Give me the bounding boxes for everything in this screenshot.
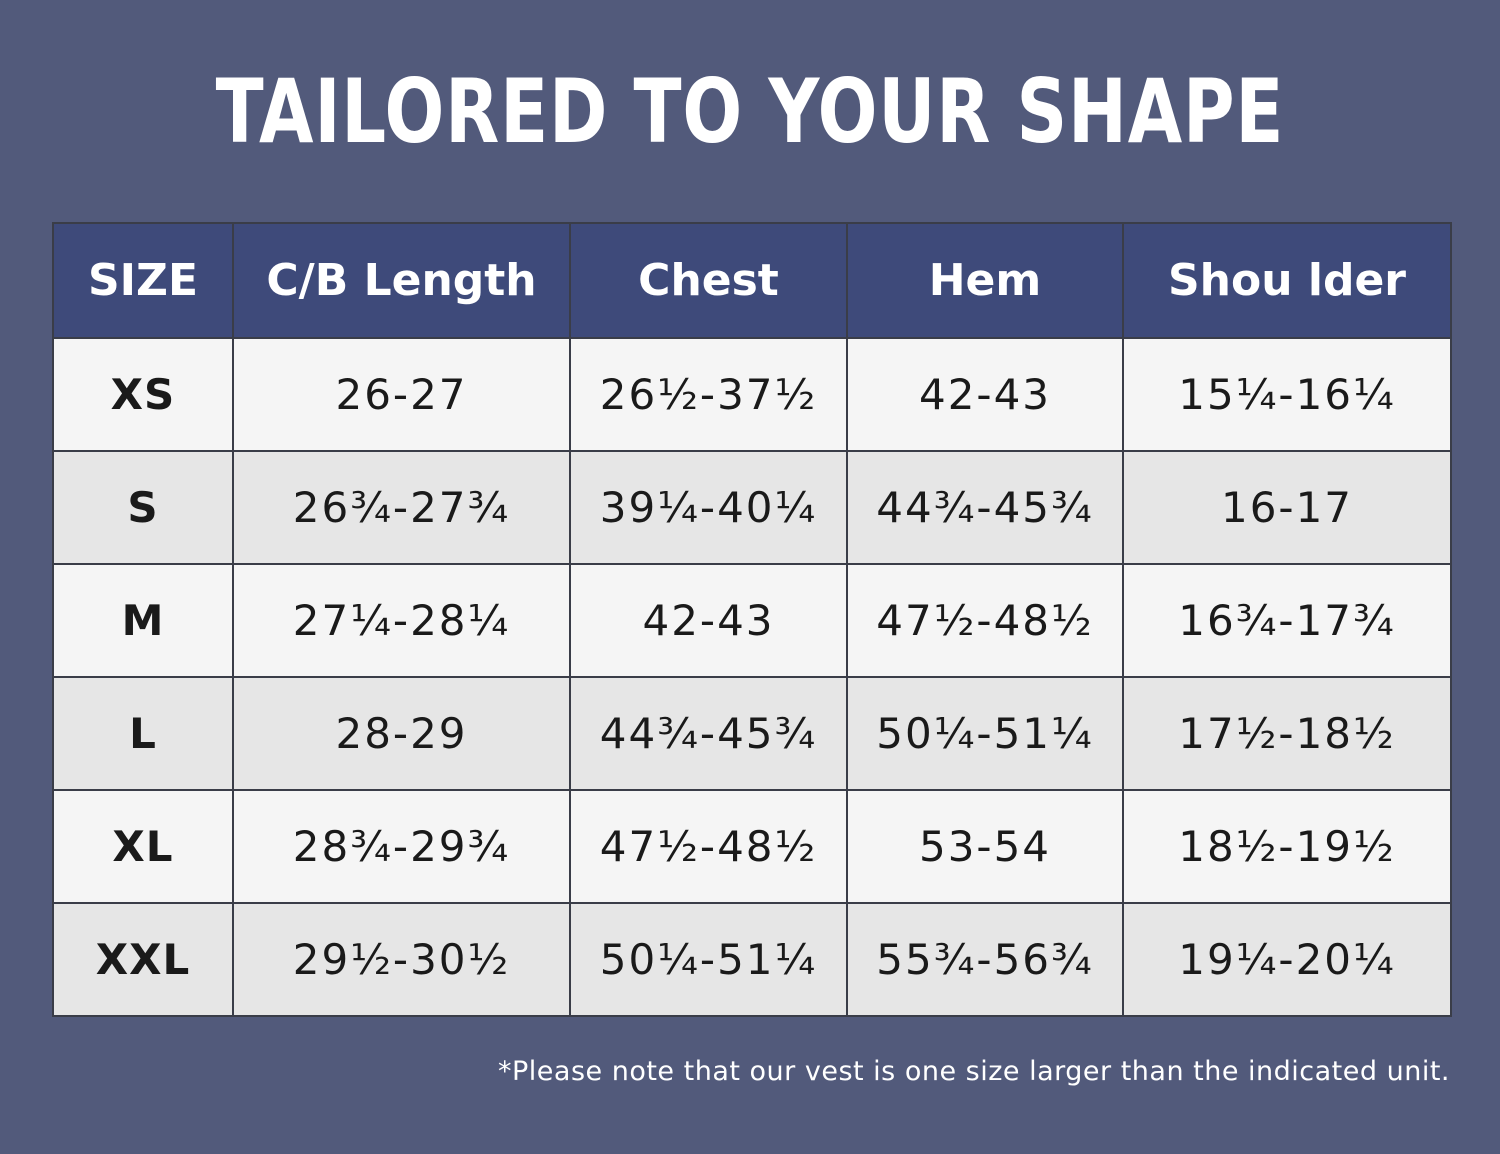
size-cell: L xyxy=(52,676,234,791)
size-cell: M xyxy=(52,563,234,678)
cb-length-cell: 28-29 xyxy=(232,676,571,791)
size-cell: XS xyxy=(52,337,234,452)
chest-cell: 44¾-45¾ xyxy=(569,676,848,791)
column-header-size: SIZE xyxy=(52,222,234,339)
table-row: XS 26-27 26½-37½ 42-43 15¼-16¼ xyxy=(52,337,1452,452)
chest-cell: 47½-48½ xyxy=(569,789,848,904)
size-chart-table-wrapper: SIZE C/B Length Chest Hem Shou lder XS 2… xyxy=(52,222,1452,1032)
table-row: M 27¼-28¼ 42-43 47½-48½ 16¾-17¾ xyxy=(52,563,1452,678)
column-header-chest: Chest xyxy=(569,222,848,339)
table-row: S 26¾-27¾ 39¼-40¼ 44¾-45¾ 16-17 xyxy=(52,450,1452,565)
hem-cell: 47½-48½ xyxy=(846,563,1124,678)
shoulder-cell: 17½-18½ xyxy=(1122,676,1452,791)
cb-length-cell: 26¾-27¾ xyxy=(232,450,571,565)
size-cell: XL xyxy=(52,789,234,904)
table-row: L 28-29 44¾-45¾ 50¼-51¼ 17½-18½ xyxy=(52,676,1452,791)
table-row: XXL 29½-30½ 50¼-51¼ 55¾-56¾ 19¼-20¼ xyxy=(52,902,1452,1017)
size-cell: XXL xyxy=(52,902,234,1017)
shoulder-cell: 16-17 xyxy=(1122,450,1452,565)
page-title: TAILORED TO YOUR SHAPE xyxy=(215,60,1285,163)
column-header-cb-length: C/B Length xyxy=(232,222,571,339)
chest-cell: 42-43 xyxy=(569,563,848,678)
hem-cell: 42-43 xyxy=(846,337,1124,452)
size-cell: S xyxy=(52,450,234,565)
hem-cell: 53-54 xyxy=(846,789,1124,904)
table-header-row: SIZE C/B Length Chest Hem Shou lder xyxy=(52,222,1452,339)
footnote: *Please note that our vest is one size l… xyxy=(498,1056,1450,1087)
chest-cell: 39¼-40¼ xyxy=(569,450,848,565)
hem-cell: 50¼-51¼ xyxy=(846,676,1124,791)
shoulder-cell: 16¾-17¾ xyxy=(1122,563,1452,678)
hem-cell: 44¾-45¾ xyxy=(846,450,1124,565)
cb-length-cell: 29½-30½ xyxy=(232,902,571,1017)
shoulder-cell: 19¼-20¼ xyxy=(1122,902,1452,1017)
column-header-shoulder: Shou lder xyxy=(1122,222,1452,339)
table-row: XL 28¾-29¾ 47½-48½ 53-54 18½-19½ xyxy=(52,789,1452,904)
shoulder-cell: 18½-19½ xyxy=(1122,789,1452,904)
cb-length-cell: 27¼-28¼ xyxy=(232,563,571,678)
size-chart-table: SIZE C/B Length Chest Hem Shou lder XS 2… xyxy=(52,222,1452,1017)
chest-cell: 26½-37½ xyxy=(569,337,848,452)
cb-length-cell: 26-27 xyxy=(232,337,571,452)
cb-length-cell: 28¾-29¾ xyxy=(232,789,571,904)
column-header-hem: Hem xyxy=(846,222,1124,339)
hem-cell: 55¾-56¾ xyxy=(846,902,1124,1017)
chest-cell: 50¼-51¼ xyxy=(569,902,848,1017)
shoulder-cell: 15¼-16¼ xyxy=(1122,337,1452,452)
